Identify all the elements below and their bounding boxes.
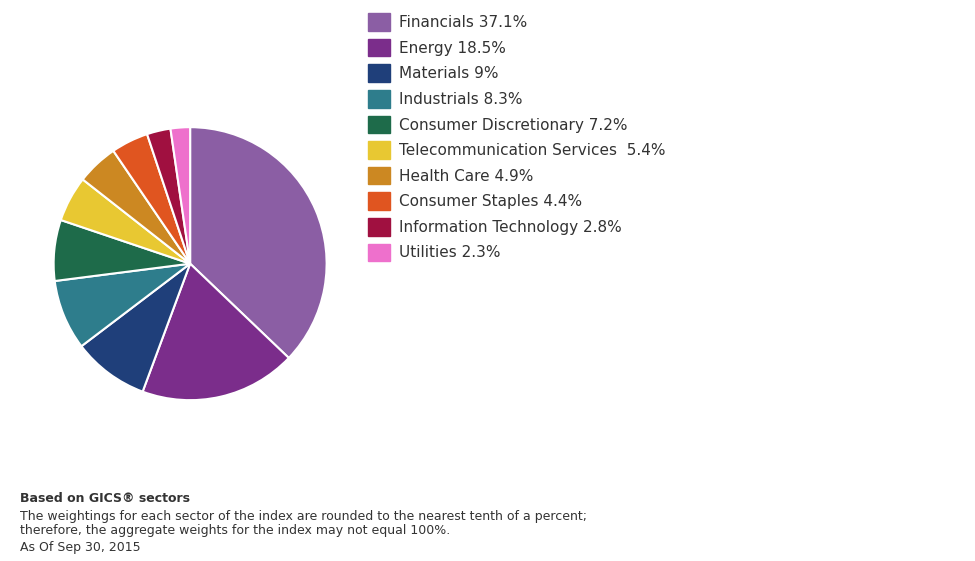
- Wedge shape: [60, 180, 190, 264]
- Wedge shape: [171, 127, 190, 264]
- Wedge shape: [55, 264, 190, 346]
- Wedge shape: [113, 134, 190, 264]
- Wedge shape: [147, 128, 190, 264]
- Legend: Financials 37.1%, Energy 18.5%, Materials 9%, Industrials 8.3%, Consumer Discret: Financials 37.1%, Energy 18.5%, Material…: [369, 13, 666, 261]
- Text: As Of Sep 30, 2015: As Of Sep 30, 2015: [20, 541, 140, 554]
- Text: therefore, the aggregate weights for the index may not equal 100%.: therefore, the aggregate weights for the…: [20, 524, 449, 537]
- Wedge shape: [54, 220, 190, 281]
- Wedge shape: [83, 151, 190, 264]
- Text: The weightings for each sector of the index are rounded to the nearest tenth of : The weightings for each sector of the in…: [20, 510, 587, 523]
- Wedge shape: [190, 127, 327, 358]
- Wedge shape: [142, 264, 289, 400]
- Wedge shape: [81, 264, 190, 392]
- Text: Based on GICS® sectors: Based on GICS® sectors: [20, 492, 189, 505]
